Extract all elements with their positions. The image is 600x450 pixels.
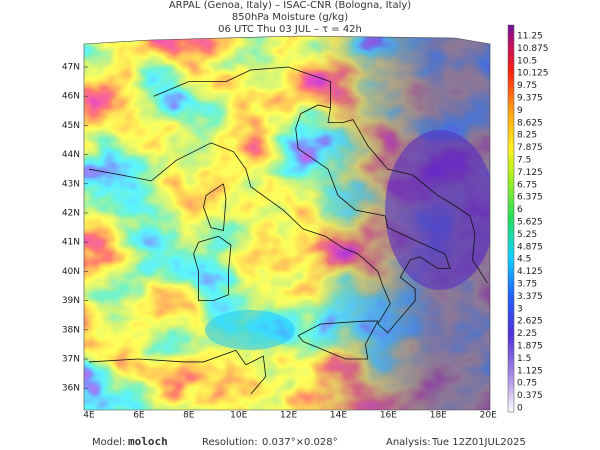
model-label: Model:: [92, 437, 125, 448]
resolution-label: Resolution:: [202, 437, 258, 448]
colorbar-label: 2.625: [517, 317, 543, 327]
colorbar-label: 7.875: [517, 143, 543, 153]
lon-label: 8E: [183, 411, 195, 421]
lat-label: 42N: [62, 209, 80, 219]
colorbar-label: 5.25: [517, 230, 537, 240]
colorbar-label: 9.75: [517, 81, 537, 91]
colorbar-label: 9.375: [517, 94, 543, 104]
colorbar-label: 8.625: [517, 118, 543, 128]
lat-label: 39N: [62, 296, 80, 306]
title-line-3: 06 UTC Thu 03 JUL – τ = 42h: [218, 24, 362, 35]
lat-label: 40N: [62, 267, 80, 277]
lat-label: 36N: [62, 384, 80, 394]
lat-label: 46N: [62, 92, 80, 102]
coastline: [203, 183, 227, 232]
resolution-value: 0.037°×0.028°: [262, 437, 338, 448]
lon-label: 6E: [133, 411, 145, 421]
analysis-label: Analysis:: [386, 437, 431, 448]
colorbar-label: 6.75: [517, 180, 537, 190]
colorbar-label: 4.125: [517, 267, 543, 277]
coastline: [88, 349, 267, 395]
colorbar-label: 6: [517, 205, 523, 215]
title-line-1: ARPAL (Genoa, Italy) – ISAC-CNR (Bologna…: [169, 0, 411, 11]
map-frame: [83, 35, 491, 411]
colorbar-label: 0: [517, 404, 523, 414]
lat-label: 47N: [62, 63, 80, 73]
colorbar-label: 0.75: [517, 379, 537, 389]
colorbar-label: 1.125: [517, 366, 543, 376]
lon-label: 20E: [480, 411, 497, 421]
colorbar-label: 0.375: [517, 391, 543, 401]
coastline: [153, 66, 331, 108]
lat-label: 44N: [62, 150, 80, 160]
model-value: moloch: [128, 435, 168, 448]
colorbar-label: 11.25: [517, 32, 543, 42]
colorbar-label: 5.625: [517, 218, 543, 228]
colorbar-label: 4.875: [517, 242, 543, 252]
coastline: [193, 235, 232, 302]
colorbar-label: 3.75: [517, 280, 537, 290]
lat-label: 43N: [62, 179, 80, 189]
colorbar-label: 6.375: [517, 193, 543, 203]
colorbar-label: 10.125: [517, 69, 549, 79]
colorbar-label: 9: [517, 106, 523, 116]
colorbar-label: 10.5: [517, 56, 537, 66]
moisture-field: [84, 36, 490, 410]
colorbar-label: 1.5: [517, 354, 531, 364]
lon-label: 14E: [330, 411, 347, 421]
colorbar-label: 1.875: [517, 342, 543, 352]
lon-label: 4E: [83, 411, 95, 421]
colorbar: [507, 24, 515, 413]
colorbar-label: 8.25: [517, 131, 537, 141]
lon-label: 10E: [230, 411, 247, 421]
coastlines: [88, 66, 488, 395]
colorbar-label: 3.375: [517, 292, 543, 302]
colorbar-label: 10.875: [517, 44, 549, 54]
lat-label: 41N: [62, 238, 80, 248]
lon-label: 18E: [430, 411, 447, 421]
colorbar-label: 7.125: [517, 168, 543, 178]
coastline: [297, 320, 379, 360]
colorbar-label: 4.5: [517, 255, 531, 265]
colorbar-label: 3: [517, 304, 523, 314]
colorbar-label: 2.25: [517, 329, 537, 339]
title-line-2: 850hPa Moisture (g/kg): [232, 12, 348, 23]
colorbar-label: 7.5: [517, 156, 531, 166]
lat-label: 37N: [62, 355, 80, 365]
analysis-value: Tue 12Z01JUL2025: [431, 437, 526, 448]
lon-label: 12E: [280, 411, 297, 421]
coastline: [88, 104, 488, 334]
lat-label: 38N: [62, 325, 80, 335]
lat-label: 45N: [62, 121, 80, 131]
lon-label: 16E: [380, 411, 397, 421]
